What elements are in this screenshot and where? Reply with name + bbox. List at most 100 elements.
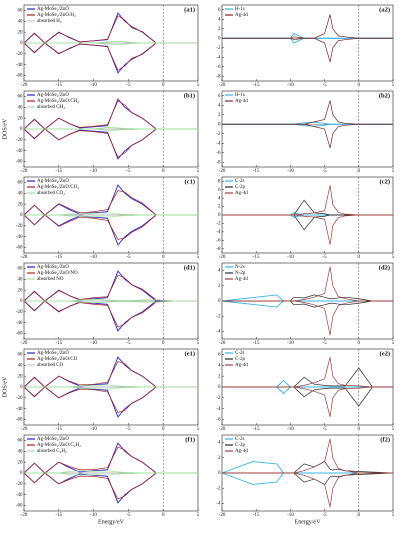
legend-label: Ag-MoSe₂/ZnO/CO bbox=[37, 357, 78, 362]
plot-frame bbox=[221, 90, 394, 168]
panel-label: (f2) bbox=[380, 436, 390, 443]
legend-label: Ag-MoSe₂/ZnO bbox=[37, 351, 69, 356]
y-tick-label: 40 bbox=[18, 19, 24, 24]
x-tick-label: -10 bbox=[90, 513, 97, 518]
x-tick-label: 0 bbox=[358, 427, 361, 432]
y-tick-label: -40 bbox=[16, 321, 23, 326]
legend-label: C-2s bbox=[235, 179, 245, 184]
legend-label: Ag-MoSe₂/ZnO/CO₂ bbox=[37, 185, 79, 190]
legend-label: H-1s bbox=[235, 93, 245, 98]
legend-label: Ag-4d bbox=[235, 363, 248, 368]
y-tick-label: 20 bbox=[18, 202, 24, 207]
dos-curve bbox=[24, 42, 198, 45]
y-tick-label: 60 bbox=[18, 9, 24, 14]
panel-label: (d2) bbox=[379, 264, 390, 271]
dos-curve bbox=[222, 438, 393, 474]
y-tick-label: 6 bbox=[218, 8, 221, 13]
y-tick-label: -20 bbox=[16, 310, 23, 315]
y-tick-label: 4 bbox=[218, 103, 221, 108]
y-tick-label: -60 bbox=[16, 332, 23, 337]
legend-label: Ag-4d bbox=[235, 13, 248, 18]
legend-label: N-2s bbox=[235, 265, 245, 270]
x-tick-label: 5 bbox=[392, 169, 395, 174]
dos-curve bbox=[24, 472, 198, 476]
x-tick-label: -10 bbox=[287, 513, 294, 518]
y-tick-label: -6 bbox=[216, 418, 221, 423]
x-tick-label: -10 bbox=[90, 255, 97, 260]
x-tick-label: -10 bbox=[90, 341, 97, 346]
panel-label: (c2) bbox=[380, 178, 390, 185]
x-tick-label: -10 bbox=[90, 427, 97, 432]
legend-label: Ag-4d bbox=[235, 449, 248, 454]
y-tick-label: -4 bbox=[216, 330, 221, 335]
x-tick-label: -20 bbox=[219, 513, 226, 518]
x-tick-label: -20 bbox=[21, 169, 28, 174]
y-tick-label: -6 bbox=[216, 238, 221, 243]
dos-curve bbox=[222, 214, 393, 231]
y-tick-label: -6 bbox=[216, 151, 221, 156]
x-tick-label: -10 bbox=[287, 255, 294, 260]
y-tick-label: -60 bbox=[16, 74, 23, 79]
panel-label: (a1) bbox=[184, 6, 195, 13]
dos-curve bbox=[222, 199, 393, 216]
y-tick-label: 4 bbox=[218, 17, 221, 22]
x-tick-label: -5 bbox=[126, 427, 131, 432]
y-tick-label: -20 bbox=[16, 138, 23, 143]
dos-curve bbox=[24, 386, 198, 390]
x-tick-label: -20 bbox=[219, 169, 226, 174]
legend-label: absorbed CO₂ bbox=[37, 191, 65, 196]
legend-label: Ag-MoSe₂/ZnO/NO bbox=[37, 271, 78, 276]
legend-label: Ag-MoSe₂/ZnO bbox=[37, 7, 69, 12]
x-tick-label: -15 bbox=[55, 255, 62, 260]
x-axis-label: Energy/eV bbox=[98, 519, 125, 525]
y-tick-label: 60 bbox=[18, 353, 24, 358]
x-tick-label: -5 bbox=[323, 169, 328, 174]
x-tick-label: -20 bbox=[21, 341, 28, 346]
y-tick-label: 0 bbox=[218, 299, 221, 304]
dos-curve bbox=[221, 461, 393, 474]
legend-label: absorbed H₂ bbox=[37, 19, 62, 24]
x-tick-label: -5 bbox=[323, 83, 328, 88]
legend-label: H-1s bbox=[235, 7, 245, 12]
dos-curve bbox=[222, 379, 393, 388]
x-tick-label: -5 bbox=[126, 83, 131, 88]
x-tick-label: -20 bbox=[21, 83, 28, 88]
x-tick-label: -20 bbox=[21, 513, 28, 518]
y-tick-label: -8 bbox=[216, 160, 221, 165]
y-tick-label: 2 bbox=[218, 374, 221, 379]
legend-label: C-2s bbox=[235, 351, 245, 356]
y-tick-label: 0 bbox=[218, 471, 221, 476]
y-tick-label: 4 bbox=[218, 363, 221, 368]
legend-label: Ag-MoSe₂/ZnO bbox=[37, 437, 69, 442]
y-tick-label: 20 bbox=[18, 30, 24, 35]
x-tick-label: -15 bbox=[253, 427, 260, 432]
y-tick-label: 0 bbox=[20, 299, 23, 304]
x-tick-label: -10 bbox=[90, 83, 97, 88]
y-tick-label: 60 bbox=[18, 439, 24, 444]
plot-frame bbox=[221, 4, 394, 82]
panel-label: (b1) bbox=[184, 92, 195, 99]
x-tick-label: 5 bbox=[392, 513, 395, 518]
x-tick-label: -20 bbox=[21, 427, 28, 432]
legend-label: N-2p bbox=[235, 271, 246, 276]
y-tick-label: 0 bbox=[20, 385, 23, 390]
y-tick-label: -2 bbox=[216, 396, 221, 401]
x-tick-label: 0 bbox=[358, 255, 361, 260]
y-tick-label: -60 bbox=[16, 160, 23, 165]
y-tick-label: 40 bbox=[18, 449, 24, 454]
x-tick-label: -5 bbox=[126, 255, 131, 260]
x-tick-label: 0 bbox=[162, 255, 165, 260]
legend-label: absorbed CH₄ bbox=[37, 105, 65, 110]
x-tick-label: 0 bbox=[358, 513, 361, 518]
legend-label: Ag-MoSe₂/ZnO/H₂ bbox=[37, 13, 76, 18]
legend-label: Ag-4d bbox=[235, 277, 248, 282]
x-tick-label: 5 bbox=[392, 255, 395, 260]
y-tick-label: -20 bbox=[16, 482, 23, 487]
x-tick-label: 5 bbox=[197, 513, 200, 518]
legend-label: Ag-MoSe₂/ZnO/C₂H₂ bbox=[37, 443, 81, 448]
y-tick-label: -8 bbox=[216, 247, 221, 252]
y-tick-label: 20 bbox=[18, 288, 24, 293]
y-tick-label: 4 bbox=[218, 441, 221, 446]
legend-label: Ag-MoSe₂/ZnO/CH₄ bbox=[37, 99, 79, 104]
x-tick-label: -5 bbox=[323, 513, 328, 518]
